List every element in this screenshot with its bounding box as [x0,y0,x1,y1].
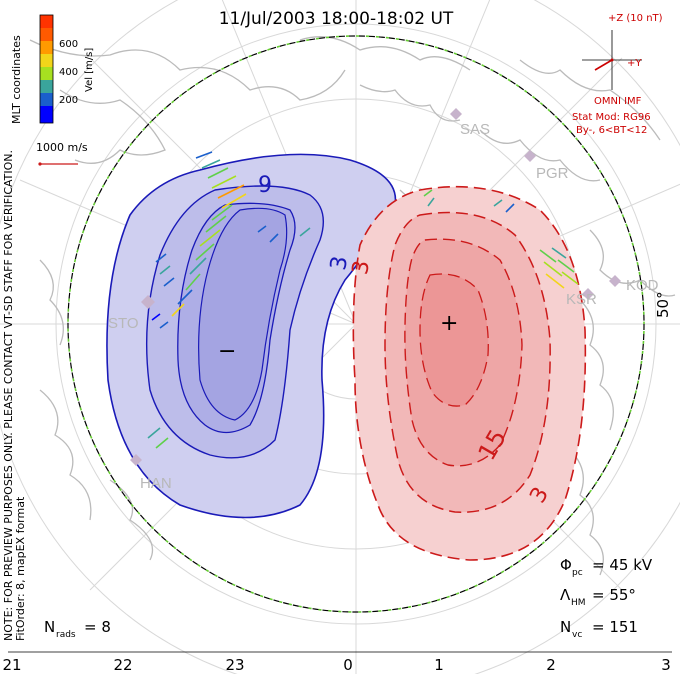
n-vc-value: = 151 [592,618,638,636]
neg-center-marker: − [218,339,236,364]
preview-note: NOTE: FOR PREVIEW PURPOSES ONLY. PLEASE … [2,150,15,641]
station-marker-sto [141,295,155,309]
velocity-vectors-dawn [423,189,579,289]
colorbar-unit-label: Vel [m/s] [84,48,95,92]
imf-vector [594,59,613,71]
lambda-hm-sub: HM [571,598,586,608]
n-rads-value: = 8 [84,618,111,636]
imf-z-label: +Z (10 nT) [608,13,663,24]
imf-source-label: OMNI IMF [594,96,642,107]
imf-panel: +Z (10 nT) +Y OMNI IMF Stat Mod: RG96 By… [572,13,663,136]
mlt-tick-0: 0 [343,656,353,674]
velocity-scale-dot [38,162,42,166]
phi-pc-sub: pc [572,568,583,578]
radar-stations: SAS PGR KOD KSR STO HAN [108,108,659,492]
neg-contour-label-3: 3 [326,254,353,272]
station-marker-sas [450,108,462,120]
phi-pc-value: = 45 kV [592,556,653,574]
station-marker-kod [609,275,621,287]
n-rads-sub: rads [56,630,76,640]
phi-pc-symbol: Φ [560,556,572,574]
stats-panel: Φ pc = 45 kV Λ HM = 55° N vc = 151 N rad… [44,556,653,640]
positive-potential-cell: 15 3 3 + [348,185,587,561]
lambda-hm-value: = 55° [592,586,636,604]
station-marker-han [130,454,142,466]
imf-condition-label: By-, 6<BT<12 [576,125,647,136]
imf-y-label: +Y [627,58,642,69]
colorbar-tick-200: 200 [59,95,78,106]
colorbar-tick-400: 400 [59,67,78,78]
fitorder-label: FitOrder: 8, mapEX format [14,496,27,641]
mlt-tick-2: 2 [546,656,556,674]
station-label-sto: STO [108,315,139,332]
station-label-sas: SAS [460,121,490,138]
mlt-tick-21: 21 [2,656,21,674]
station-label-ksr: KSR [566,291,597,308]
station-label-han: HAN [140,475,172,492]
imf-model-label: Stat Mod: RG96 [572,112,651,123]
velocity-vectors-dusk [147,151,311,449]
station-label-kod: KOD [626,277,659,294]
pos-contour-label-3-top: 3 [348,259,375,277]
pos-center-marker: + [440,311,458,336]
velocity-scale-label: 1000 m/s [36,141,88,154]
mlt-tick-22: 22 [113,656,132,674]
neg-contour-label-9: 9 [258,173,272,198]
coordinates-label: MLT coordinates [10,35,23,124]
n-vc-sub: vc [572,630,582,640]
mlt-tick-1: 1 [434,656,444,674]
station-marker-ksr [582,288,594,300]
mlt-axis: 21 22 23 0 1 2 3 [2,651,672,674]
negative-potential-cell: 9 3 − [106,153,397,519]
mlt-tick-23: 23 [225,656,244,674]
map-title: 11/Jul/2003 18:00-18:02 UT [219,9,454,29]
latitude-label-50: 50° [654,291,672,318]
lambda-hm-symbol: Λ [560,586,571,604]
station-marker-pgr [524,150,536,162]
mlt-tick-3: 3 [661,656,671,674]
pos-contour-inner [419,273,489,407]
neg-contour-inner [198,207,288,421]
colorbar-tick-600: 600 [59,39,78,50]
station-label-pgr: PGR [536,165,569,182]
hm-boundary-green [67,35,645,613]
n-vc-symbol: N [560,618,571,636]
n-rads-symbol: N [44,618,55,636]
velocity-colorbar: 600 400 200 Vel [m/s] [39,14,95,124]
